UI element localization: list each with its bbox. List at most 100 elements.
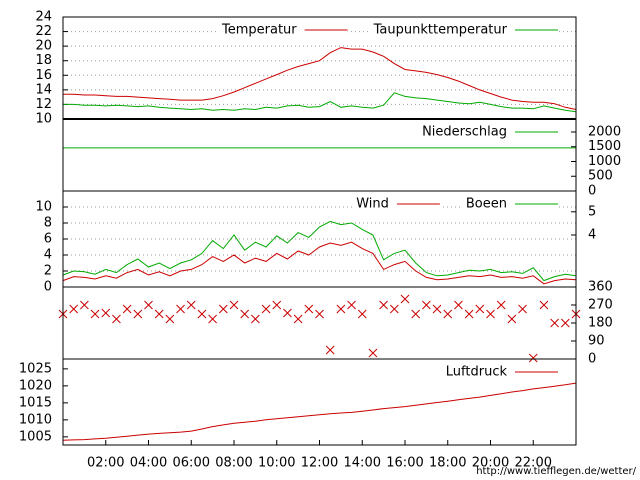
direction-point <box>261 304 271 314</box>
series-line <box>63 47 577 110</box>
direction-point <box>389 304 399 314</box>
legend-bg <box>352 196 440 212</box>
direction-point <box>80 300 89 310</box>
direction-point <box>411 309 421 319</box>
legend-label: Boeen <box>466 197 507 212</box>
x-tick-label: 04:00 <box>130 456 167 471</box>
direction-point <box>443 309 453 319</box>
direction-point <box>122 304 132 314</box>
y-tick-label: 10 <box>35 200 52 215</box>
series-line <box>62 220 577 282</box>
direction-point <box>336 304 346 314</box>
x-tick-label: 10:00 <box>258 456 295 471</box>
direction-point <box>357 309 367 319</box>
direction-point <box>229 300 239 310</box>
direction-point <box>283 308 292 318</box>
direction-point <box>293 314 303 324</box>
direction-point <box>550 318 559 328</box>
direction-point <box>454 300 463 310</box>
direction-point <box>251 314 260 324</box>
direction-point <box>475 304 485 314</box>
direction-point <box>186 300 196 310</box>
y-tick-label: 0 <box>588 352 596 367</box>
direction-point <box>197 309 207 319</box>
x-tick-label: 06:00 <box>173 456 210 471</box>
panel-frame <box>62 358 577 446</box>
x-tick-label: 16:00 <box>386 456 423 471</box>
series-line <box>62 382 577 441</box>
y-tick-label: 14 <box>35 82 52 97</box>
legend-label: Taupunkttemperatur <box>373 23 508 38</box>
y-tick-label: 90 <box>588 334 605 349</box>
y-tick-label: 6 <box>44 232 52 247</box>
y-tick-label: 1015 <box>19 395 52 410</box>
y-tick-label: 20 <box>35 39 52 54</box>
legend-bg <box>369 22 558 38</box>
direction-point <box>218 304 228 314</box>
legend-bg <box>218 22 348 38</box>
direction-point <box>464 309 474 319</box>
legend-label: Wind <box>356 197 389 212</box>
y-tick-label: 0 <box>44 280 52 295</box>
footer-url: http://www.tiefflegen.de/wetter/ <box>476 466 636 477</box>
direction-point <box>112 314 121 324</box>
x-tick-label: 18:00 <box>429 456 466 471</box>
y-tick-label: 360 <box>588 280 613 295</box>
direction-point <box>486 309 495 319</box>
direction-point <box>422 300 431 310</box>
direction-point <box>368 348 378 358</box>
y-tick-label: 1025 <box>19 361 52 376</box>
direction-point <box>325 345 335 355</box>
direction-point <box>379 300 388 310</box>
direction-point <box>528 353 538 363</box>
legend-label: Temperatur <box>221 23 297 38</box>
panel-frame <box>62 286 577 360</box>
y-tick-label: 24 <box>35 10 52 25</box>
y-tick-label: 270 <box>588 298 613 313</box>
y-tick-label: 4 <box>44 248 52 263</box>
x-tick-label: 02:00 <box>87 456 124 471</box>
y-tick-label: 2000 <box>588 124 621 139</box>
series-line <box>62 241 577 285</box>
direction-point <box>347 300 356 310</box>
x-tick-label: 22:00 <box>515 456 552 471</box>
direction-point <box>176 304 185 314</box>
direction-point <box>69 304 79 314</box>
y-tick-label: 1010 <box>19 412 52 427</box>
direction-point <box>90 309 100 319</box>
y-tick-label: 1500 <box>588 139 621 154</box>
y-tick-label: 0 <box>588 184 596 199</box>
y-tick-label: 12 <box>35 97 52 112</box>
y-tick-label: 1000 <box>588 154 621 169</box>
direction-point <box>560 318 570 328</box>
direction-point <box>400 294 410 304</box>
y-tick-label: 8 <box>44 216 52 231</box>
legend-bg <box>461 196 558 212</box>
direction-point <box>272 300 282 310</box>
legend-label: Niederschlag <box>422 125 507 140</box>
direction-point <box>101 308 111 318</box>
direction-point <box>304 304 314 314</box>
x-tick-label: 08:00 <box>215 456 252 471</box>
direction-point <box>315 309 324 319</box>
y-tick-label: 22 <box>35 24 52 39</box>
y-tick-label: 18 <box>35 53 52 68</box>
direction-point <box>507 314 517 324</box>
direction-point <box>144 300 153 310</box>
x-tick-label: 14:00 <box>344 456 381 471</box>
legend-bg <box>418 124 558 140</box>
direction-point <box>165 314 175 324</box>
y-tick-label: 1020 <box>19 378 52 393</box>
legend-bg <box>441 364 558 380</box>
y-tick-label: 4 <box>588 228 596 243</box>
series-line <box>63 92 577 113</box>
y-tick-label: 1005 <box>19 429 52 444</box>
direction-point <box>208 314 217 324</box>
direction-point <box>154 309 164 319</box>
direction-point <box>432 304 442 314</box>
legend-label: Luftdruck <box>446 365 508 380</box>
x-tick-label: 12:00 <box>301 456 338 471</box>
direction-point <box>539 300 549 310</box>
